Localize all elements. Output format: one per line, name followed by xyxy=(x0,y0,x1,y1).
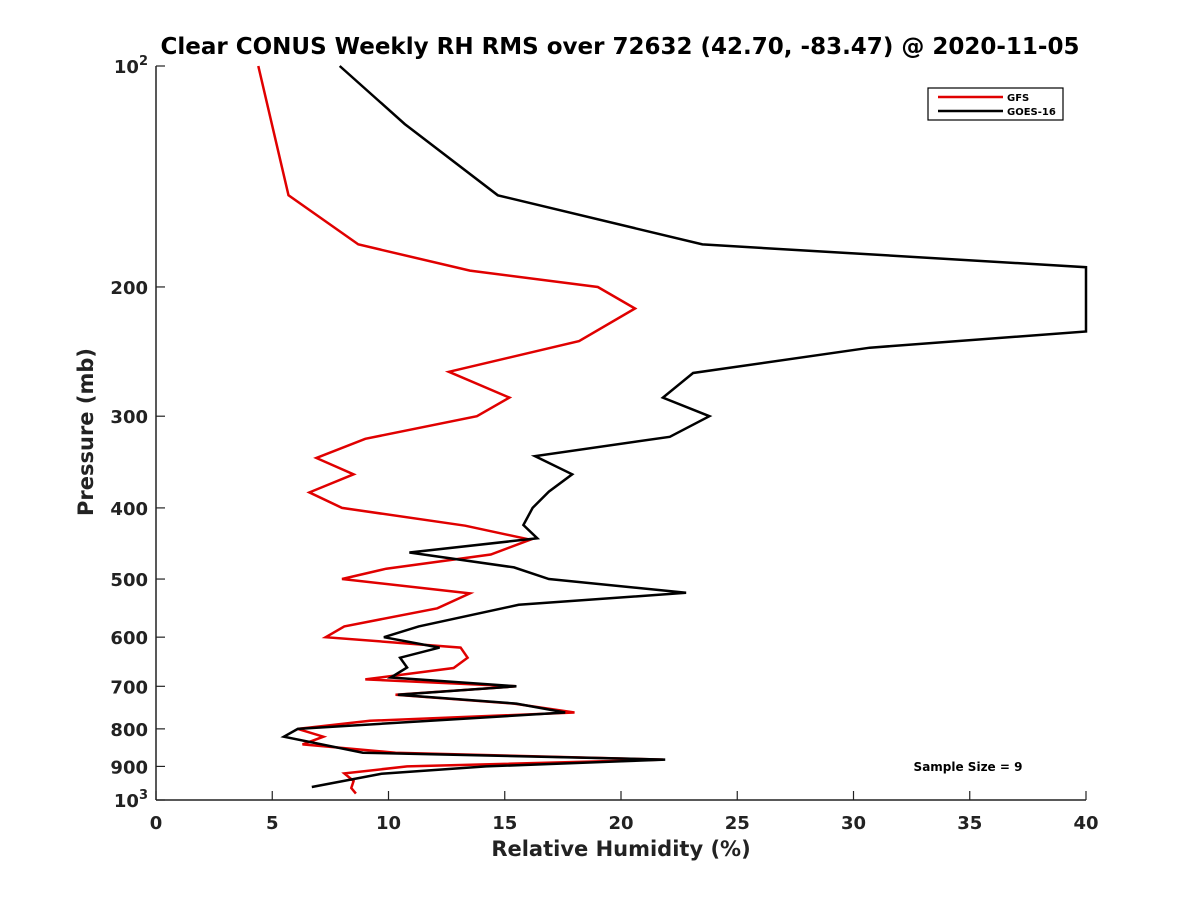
x-tick-label: 25 xyxy=(725,813,750,834)
y-tick-label: 400 xyxy=(110,499,148,520)
y-tick-label: 600 xyxy=(110,628,148,649)
series-line-gfs xyxy=(257,65,663,795)
legend-box xyxy=(927,87,1064,121)
y-tick-label: 500 xyxy=(110,570,148,591)
x-tick-label: 5 xyxy=(266,813,279,834)
y-tick-label: 700 xyxy=(110,677,148,698)
y-axis-label: Pressure (mb) xyxy=(74,348,98,516)
y-axis-ticks: 102 200 300 400 500 600 700 800 900 103 xyxy=(110,54,165,812)
x-axis-ticks: 0 5 10 15 20 25 30 35 40 xyxy=(150,791,1099,834)
y-tick-label: 102 xyxy=(114,54,148,78)
x-tick-label: 10 xyxy=(376,813,401,834)
y-tick-label: 200 xyxy=(110,278,148,299)
x-tick-label: 35 xyxy=(957,813,982,834)
x-tick-label: 40 xyxy=(1073,813,1098,834)
x-tick-label: 15 xyxy=(492,813,517,834)
legend-label-goes16: GOES-16 xyxy=(1007,107,1056,118)
x-tick-label: 30 xyxy=(841,813,866,834)
chart-title: Clear CONUS Weekly RH RMS over 72632 (42… xyxy=(161,34,1080,60)
legend: GFS GOES-16 xyxy=(927,87,1064,121)
x-tick-label: 20 xyxy=(608,813,633,834)
series-layer xyxy=(257,65,1088,795)
y-tick-label: 300 xyxy=(110,407,148,428)
sample-size-annotation: Sample Size = 9 xyxy=(914,760,1023,774)
y-tick-label: 900 xyxy=(110,757,148,778)
x-tick-label: 0 xyxy=(150,813,163,834)
y-tick-label: 800 xyxy=(110,720,148,741)
legend-label-gfs: GFS xyxy=(1007,93,1029,104)
y-tick-label: 103 xyxy=(114,788,148,812)
series-line-goes16 xyxy=(280,65,1088,789)
x-axis-label: Relative Humidity (%) xyxy=(491,837,750,861)
